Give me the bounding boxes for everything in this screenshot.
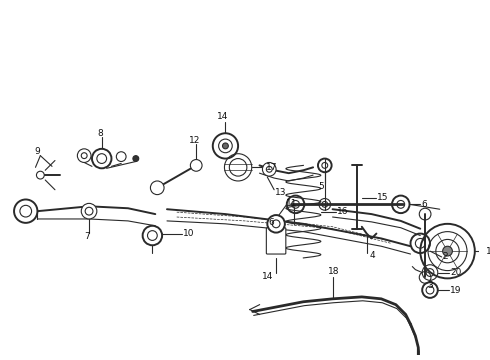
Text: 13: 13 — [275, 188, 287, 197]
Text: 4: 4 — [369, 252, 375, 261]
Circle shape — [81, 203, 97, 219]
Circle shape — [92, 149, 111, 168]
Circle shape — [116, 152, 126, 162]
Text: 17: 17 — [267, 163, 278, 172]
Text: 8: 8 — [97, 129, 102, 138]
Circle shape — [150, 181, 164, 195]
Circle shape — [77, 149, 91, 162]
Text: 5: 5 — [318, 182, 324, 191]
Text: 14: 14 — [217, 112, 228, 121]
Circle shape — [190, 159, 202, 171]
Text: 3: 3 — [427, 281, 433, 290]
Circle shape — [213, 133, 238, 158]
Circle shape — [442, 246, 452, 256]
Text: 20: 20 — [450, 268, 462, 277]
Text: 18: 18 — [328, 267, 339, 276]
FancyBboxPatch shape — [267, 228, 286, 254]
Text: 15: 15 — [377, 193, 389, 202]
Circle shape — [268, 215, 285, 233]
Text: 1: 1 — [486, 247, 490, 256]
Text: 12: 12 — [189, 136, 200, 145]
Text: 14: 14 — [262, 272, 273, 281]
Circle shape — [14, 199, 37, 223]
Text: 6: 6 — [269, 219, 274, 228]
Text: 10: 10 — [183, 229, 194, 238]
Text: 6: 6 — [421, 200, 427, 209]
Text: 7: 7 — [84, 232, 90, 241]
Circle shape — [143, 226, 162, 245]
Circle shape — [36, 171, 44, 179]
Circle shape — [222, 143, 228, 149]
Text: 11: 11 — [286, 199, 297, 208]
Circle shape — [263, 162, 276, 176]
Text: 2: 2 — [442, 252, 448, 261]
Text: 19: 19 — [450, 285, 462, 294]
Circle shape — [133, 156, 139, 162]
Text: 16: 16 — [337, 207, 348, 216]
Text: 9: 9 — [35, 147, 40, 156]
